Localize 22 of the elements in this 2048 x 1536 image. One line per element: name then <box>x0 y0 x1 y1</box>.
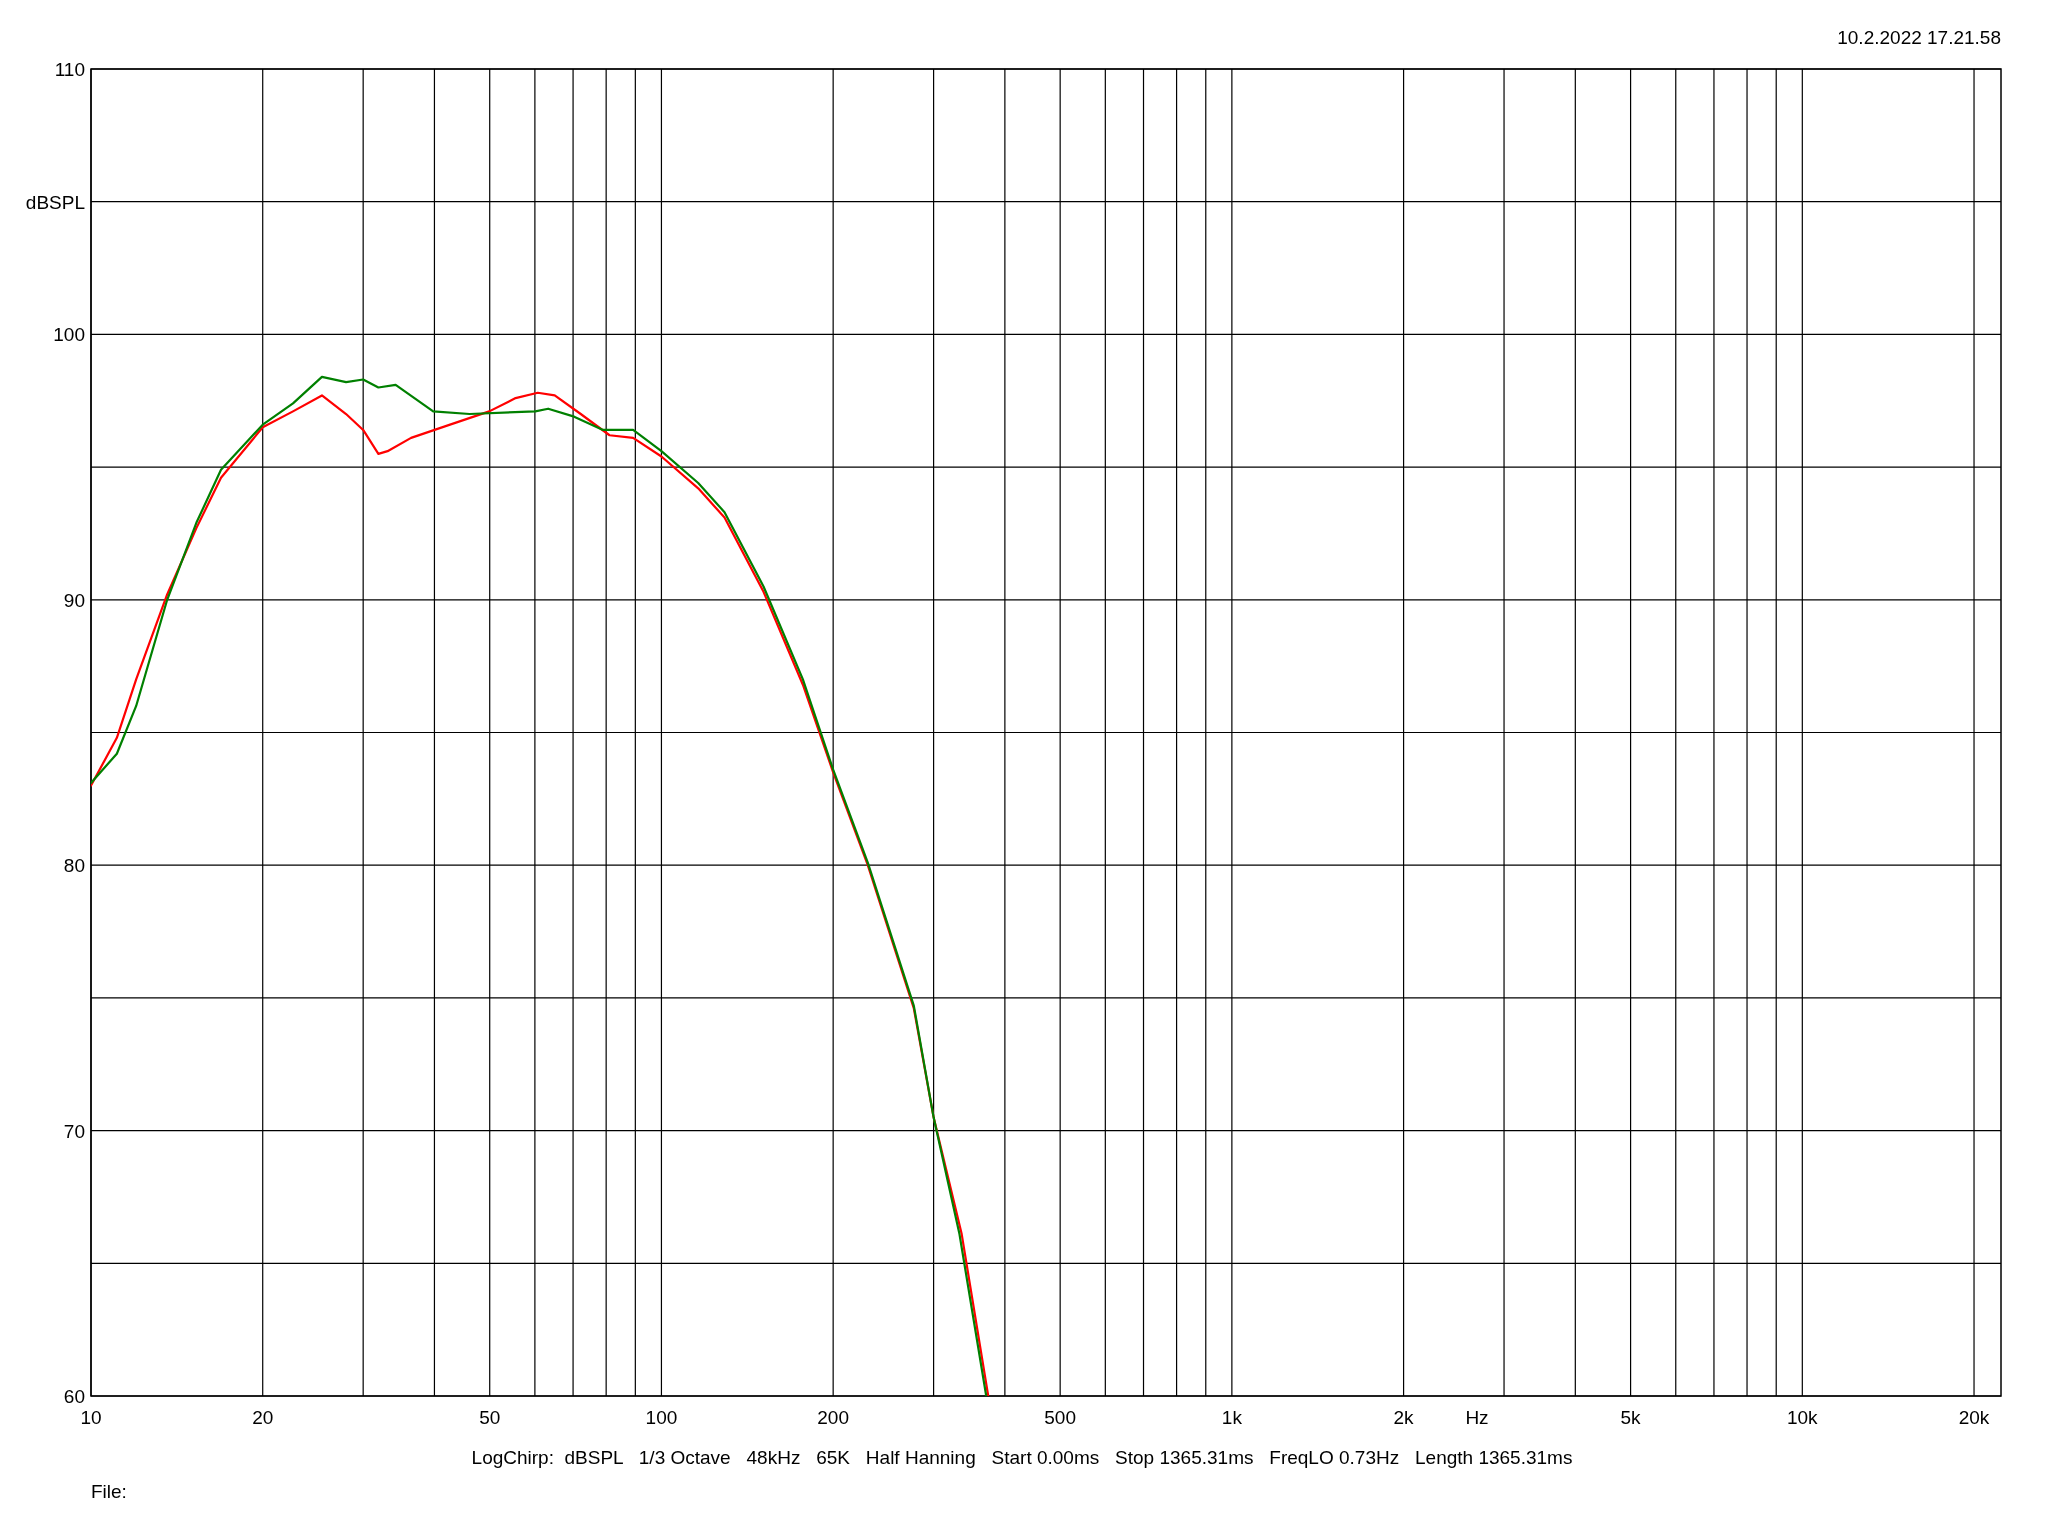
text: File: <box>91 1481 127 1502</box>
x-axis-title: Hz <box>1465 1407 1489 1428</box>
y-axis-title: dBSPL <box>25 191 85 213</box>
x-tick-label: 10 <box>80 1407 102 1428</box>
y-tick-label: 100 <box>53 324 85 346</box>
x-tick-label: 100 <box>645 1407 678 1428</box>
x-tick-label: 50 <box>479 1407 501 1428</box>
y-tick-label: 80 <box>63 855 85 877</box>
x-tick-label: 10k <box>1786 1407 1819 1428</box>
x-tick-label: 5k <box>1620 1407 1642 1428</box>
y-tick-label: 70 <box>63 1120 85 1142</box>
x-tick-label: 200 <box>817 1407 850 1428</box>
y-tick-label: 110 <box>54 59 85 80</box>
x-tick-label: 1k <box>1221 1407 1243 1428</box>
text: LogChirp: dBSPL 1/3 Octave 48kHz 65K Half Hanning Start 0.00ms Stop 1365.31ms FreqLO 0.73Hz Length 1365.31ms <box>471 1447 1573 1468</box>
x-tick-label: 20 <box>252 1407 274 1428</box>
x-tick-label: 2k <box>1393 1407 1415 1428</box>
x-tick-label: 500 <box>1044 1407 1077 1428</box>
y-tick-label: 60 <box>63 1386 85 1407</box>
y-tick-label: 90 <box>63 589 85 611</box>
x-tick-label: 20k <box>1958 1407 1990 1428</box>
text: 10.2.2022 17.21.58 <box>1837 27 2001 48</box>
